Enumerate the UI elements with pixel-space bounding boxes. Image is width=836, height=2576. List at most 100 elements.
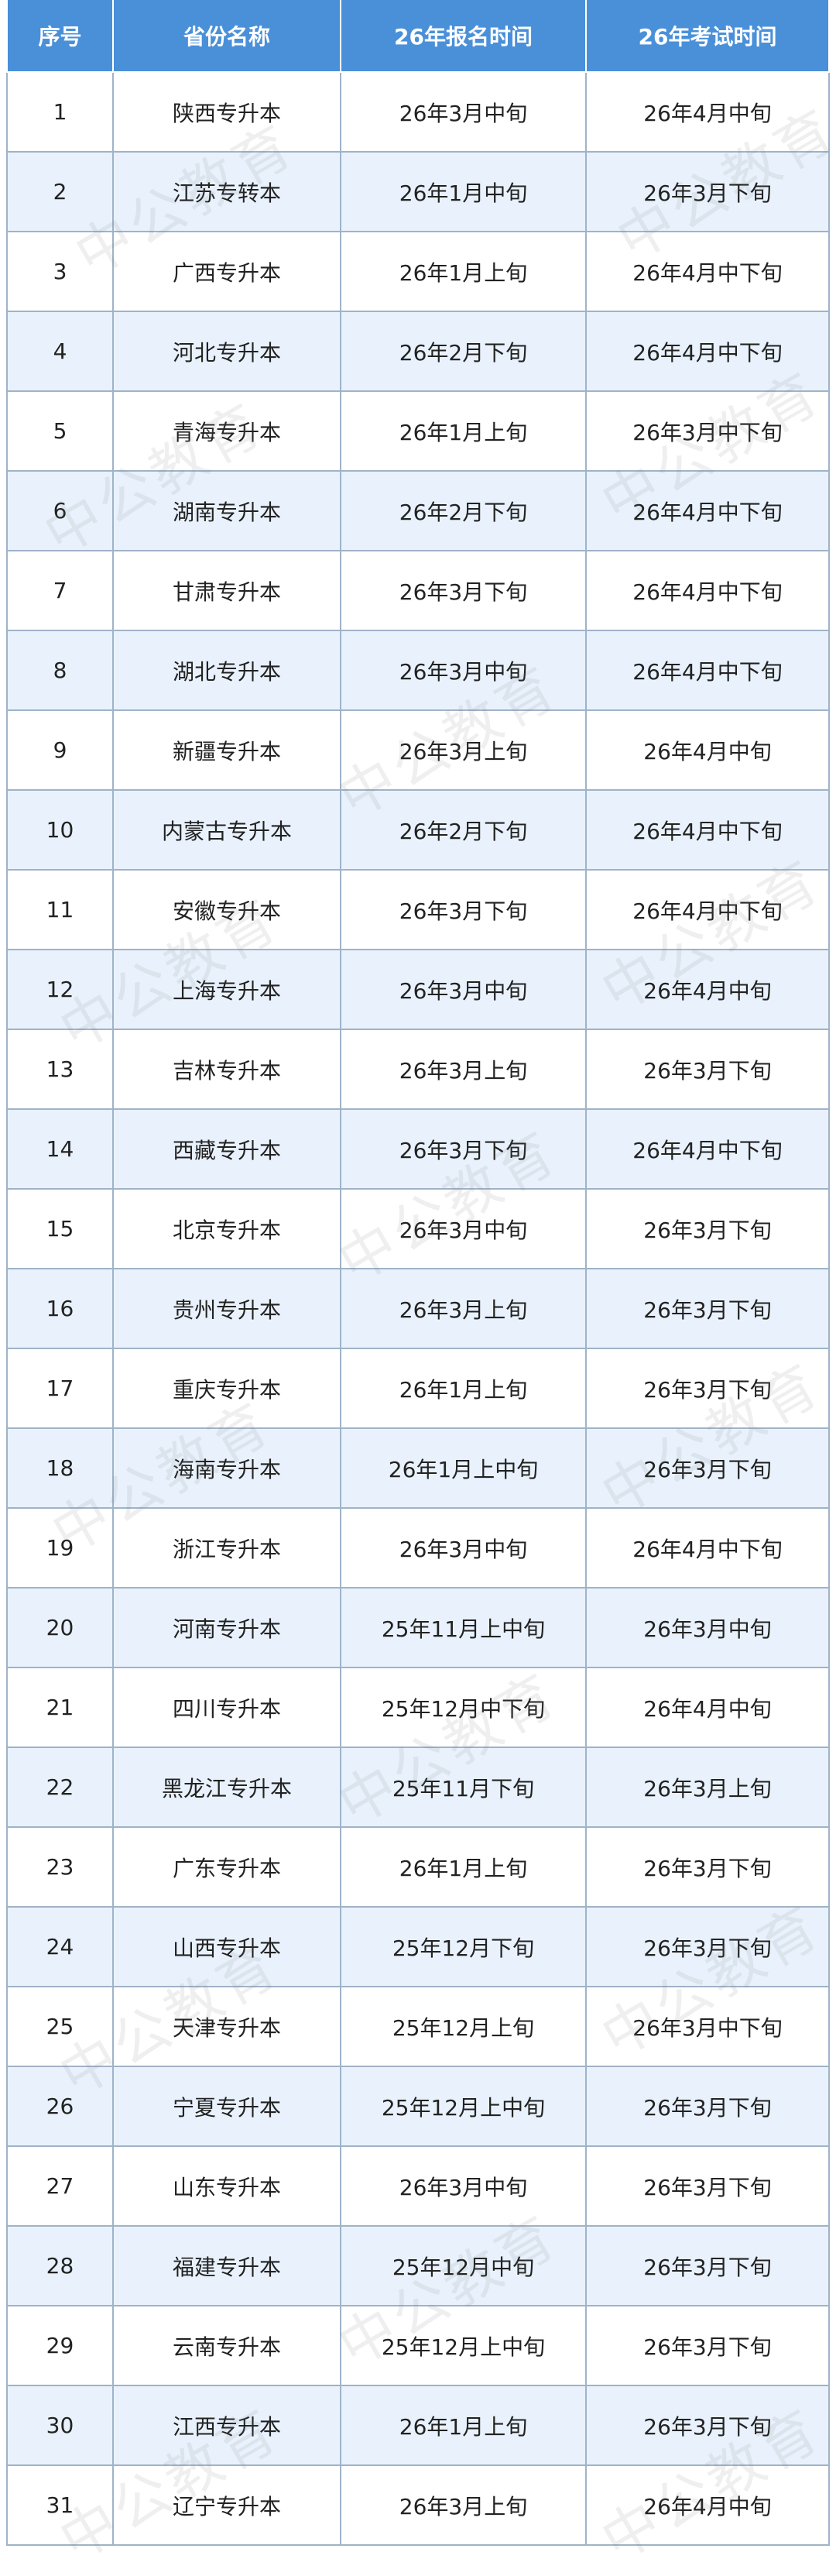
table-cell: 25年12月上中旬	[341, 2067, 587, 2147]
table-cell: 31	[6, 2466, 114, 2546]
table-cell: 山西专升本	[114, 1908, 341, 1987]
table-cell: 吉林专升本	[114, 1030, 341, 1110]
table-cell: 26年1月上旬	[341, 1349, 587, 1429]
table-cell: 26年3月下旬	[587, 1828, 830, 1908]
table-cell: 30	[6, 2386, 114, 2466]
table-cell: 2	[6, 153, 114, 232]
table-cell: 26年3月下旬	[587, 153, 830, 232]
table-cell: 26年2月下旬	[341, 312, 587, 392]
table-cell: 山东专升本	[114, 2147, 341, 2227]
table-cell: 河南专升本	[114, 1589, 341, 1668]
table-cell: 26年3月下旬	[587, 1190, 830, 1269]
table-cell: 西藏专升本	[114, 1110, 341, 1190]
table-cell: 6	[6, 472, 114, 551]
table-cell: 26年4月中下旬	[587, 551, 830, 631]
table-cell: 25年12月中旬	[341, 2227, 587, 2306]
table-cell: 26年3月中旬	[341, 1509, 587, 1589]
table-cell: 26年3月下旬	[587, 2386, 830, 2466]
table-cell: 新疆专升本	[114, 711, 341, 791]
table-cell: 12	[6, 950, 114, 1030]
table-cell: 26年4月中下旬	[587, 312, 830, 392]
table-cell: 江苏专转本	[114, 153, 341, 232]
table-cell: 重庆专升本	[114, 1349, 341, 1429]
table-cell: 黑龙江专升本	[114, 1748, 341, 1828]
table-cell: 25年12月上旬	[341, 1987, 587, 2067]
table-cell: 26年3月下旬	[341, 871, 587, 950]
table-cell: 15	[6, 1190, 114, 1269]
header-cell: 序号	[6, 0, 114, 73]
table-cell: 20	[6, 1589, 114, 1668]
table-cell: 28	[6, 2227, 114, 2306]
table-cell: 4	[6, 312, 114, 392]
table-cell: 陕西专升本	[114, 73, 341, 153]
table-cell: 26年4月中旬	[587, 711, 830, 791]
table-cell: 26年4月中下旬	[587, 1509, 830, 1589]
table-cell: 26年3月中旬	[587, 1589, 830, 1668]
table-cell: 26年3月下旬	[587, 1269, 830, 1349]
table-cell: 26年3月中旬	[341, 73, 587, 153]
table-cell: 26年4月中下旬	[587, 791, 830, 871]
table-cell: 海南专升本	[114, 1429, 341, 1509]
table-cell: 27	[6, 2147, 114, 2227]
table-cell: 16	[6, 1269, 114, 1349]
table-cell: 10	[6, 791, 114, 871]
table-cell: 25	[6, 1987, 114, 2067]
table-cell: 26年4月中旬	[587, 73, 830, 153]
table-cell: 广东专升本	[114, 1828, 341, 1908]
table-cell: 26年1月上旬	[341, 392, 587, 472]
table-cell: 5	[6, 392, 114, 472]
table-cell: 1	[6, 73, 114, 153]
table-cell: 26年4月中下旬	[587, 871, 830, 950]
table-cell: 26年3月上旬	[341, 1030, 587, 1110]
table-cell: 23	[6, 1828, 114, 1908]
table-cell: 青海专升本	[114, 392, 341, 472]
table-cell: 26年1月上旬	[341, 1828, 587, 1908]
table-cell: 26年1月中旬	[341, 153, 587, 232]
table-cell: 26年4月中旬	[587, 950, 830, 1030]
table-cell: 26年1月上旬	[341, 232, 587, 312]
table-cell: 26年4月中旬	[587, 1668, 830, 1748]
table-cell: 11	[6, 871, 114, 950]
table-cell: 宁夏专升本	[114, 2067, 341, 2147]
table-cell: 26年3月下旬	[587, 1908, 830, 1987]
table-cell: 17	[6, 1349, 114, 1429]
header-cell: 26年考试时间	[587, 0, 830, 73]
table-cell: 浙江专升本	[114, 1509, 341, 1589]
table-cell: 25年12月上中旬	[341, 2306, 587, 2386]
table-cell: 四川专升本	[114, 1668, 341, 1748]
table-cell: 26年4月中下旬	[587, 472, 830, 551]
table-cell: 25年11月下旬	[341, 1748, 587, 1828]
table-cell: 甘肃专升本	[114, 551, 341, 631]
table-cell: 云南专升本	[114, 2306, 341, 2386]
table-cell: 25年12月下旬	[341, 1908, 587, 1987]
table-cell: 26年3月上旬	[341, 711, 587, 791]
table-cell: 26年3月下旬	[587, 2147, 830, 2227]
table-cell: 26年3月下旬	[587, 1349, 830, 1429]
table-cell: 19	[6, 1509, 114, 1589]
header-cell: 省份名称	[114, 0, 341, 73]
table-cell: 河北专升本	[114, 312, 341, 392]
table-cell: 26年3月下旬	[587, 2227, 830, 2306]
table-cell: 9	[6, 711, 114, 791]
table-cell: 25年12月中下旬	[341, 1668, 587, 1748]
table-cell: 天津专升本	[114, 1987, 341, 2067]
table-cell: 26年1月上中旬	[341, 1429, 587, 1509]
table-cell: 北京专升本	[114, 1190, 341, 1269]
table-cell: 3	[6, 232, 114, 312]
table-cell: 26年4月中下旬	[587, 1110, 830, 1190]
table-cell: 24	[6, 1908, 114, 1987]
table-cell: 26年3月下旬	[587, 2306, 830, 2386]
table-cell: 26年3月上旬	[341, 2466, 587, 2546]
table-cell: 26年4月中下旬	[587, 631, 830, 711]
table-cell: 安徽专升本	[114, 871, 341, 950]
table-cell: 福建专升本	[114, 2227, 341, 2306]
table-cell: 26年3月上旬	[341, 1269, 587, 1349]
table-cell: 26年3月下旬	[587, 1429, 830, 1509]
table-cell: 26年4月中下旬	[587, 232, 830, 312]
table-cell: 7	[6, 551, 114, 631]
table-cell: 26年3月中旬	[341, 2147, 587, 2227]
table-cell: 26年3月中下旬	[587, 392, 830, 472]
table-cell: 29	[6, 2306, 114, 2386]
table-cell: 江西专升本	[114, 2386, 341, 2466]
